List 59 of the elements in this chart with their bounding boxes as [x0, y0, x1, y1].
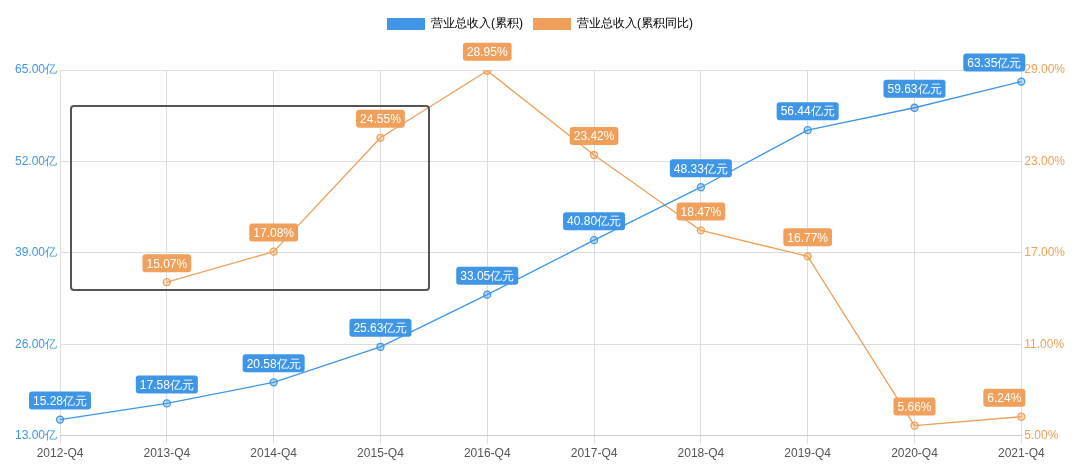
- y2-tick-label: 5.00%: [1024, 427, 1059, 442]
- x-tick-label: 2018-Q4: [677, 446, 725, 461]
- point: [696, 226, 706, 235]
- x-tick-label: 2015-Q4: [357, 446, 405, 461]
- data-label: 33.05亿元: [460, 268, 515, 283]
- data-label: 59.63亿元: [887, 82, 942, 97]
- data-label: 20.58亿元: [246, 356, 301, 371]
- data-label: 63.35亿元: [967, 55, 1022, 70]
- x-tick-label: 2013-Q4: [143, 446, 191, 461]
- point: [376, 342, 385, 351]
- point: [589, 236, 599, 245]
- point: [1017, 77, 1026, 86]
- point: [910, 421, 919, 430]
- point: [910, 103, 919, 112]
- data-label: 56.44亿元: [780, 104, 835, 119]
- point: [1017, 412, 1026, 421]
- data-label: 23.42%: [573, 129, 615, 144]
- point: [803, 252, 812, 261]
- y2-tick-label: 11.00%: [1024, 336, 1065, 351]
- y-tick-label: 65.00亿: [15, 62, 58, 77]
- point: [483, 290, 492, 299]
- x-tick-label: 2016-Q4: [463, 446, 511, 461]
- y2-tick-label: 29.00%: [1024, 62, 1066, 77]
- x-tick-label: 2012-Q4: [36, 446, 84, 461]
- data-label: 16.77%: [787, 230, 829, 245]
- data-label: 24.55%: [360, 112, 402, 127]
- y2-tick-label: 17.00%: [1024, 245, 1066, 260]
- point: [162, 278, 171, 287]
- data-label: 5.66%: [897, 399, 932, 414]
- y-tick-label: 26.00亿: [15, 336, 58, 351]
- x-tick-label: 2020-Q4: [891, 446, 939, 461]
- data-label: 15.07%: [146, 256, 188, 271]
- x-tick-label: 2019-Q4: [784, 446, 832, 461]
- y-tick-label: 13.00亿: [15, 427, 58, 442]
- x-tick-label: 2021-Q4: [997, 446, 1045, 461]
- data-label: 40.80亿元: [567, 214, 622, 229]
- point: [696, 183, 706, 192]
- data-label: 48.33亿元: [673, 161, 728, 176]
- point: [162, 399, 171, 408]
- data-label: 6.24%: [987, 391, 1022, 406]
- data-label: 28.95%: [466, 45, 508, 60]
- data-label: 17.58亿元: [139, 377, 194, 392]
- legend-label: 营业总收入(累积同比): [577, 16, 693, 31]
- point: [376, 133, 385, 142]
- legend-label: 营业总收入(累积): [431, 16, 524, 31]
- point: [589, 150, 599, 160]
- point: [55, 415, 65, 424]
- data-label: 25.63亿元: [353, 321, 408, 336]
- data-label: 17.08%: [253, 225, 295, 240]
- y2-tick-label: 23.00%: [1024, 153, 1066, 168]
- point: [269, 378, 278, 387]
- point: [803, 126, 812, 135]
- data-label: 18.47%: [680, 204, 722, 219]
- x-tick-label: 2017-Q4: [570, 446, 618, 461]
- point: [269, 247, 278, 256]
- data-label: 15.28亿元: [33, 393, 88, 408]
- y-tick-label: 52.00亿: [15, 153, 58, 168]
- y-tick-label: 39.00亿: [15, 245, 58, 260]
- x-tick-label: 2014-Q4: [250, 446, 298, 461]
